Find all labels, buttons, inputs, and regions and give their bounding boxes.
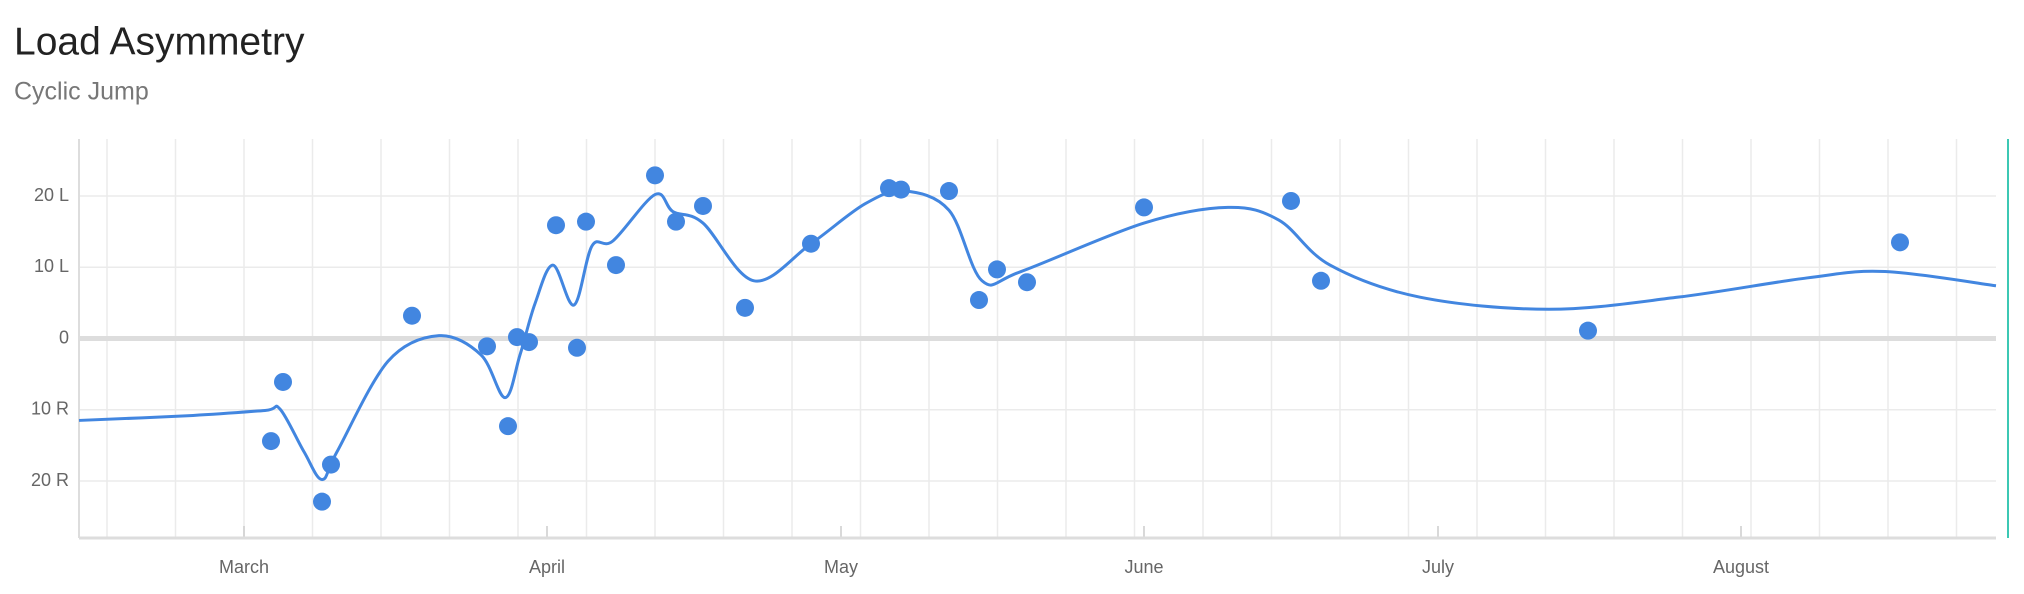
- data-point: [646, 166, 664, 185]
- data-point: [970, 291, 988, 310]
- x-tick-label: May: [824, 557, 858, 577]
- y-tick-label: 10 L: [34, 256, 69, 276]
- data-point: [499, 417, 517, 436]
- chart-subtitle: Cyclic Jump: [14, 78, 149, 106]
- data-point: [568, 338, 586, 357]
- data-point: [322, 455, 340, 474]
- data-point: [940, 182, 958, 201]
- data-point: [802, 234, 820, 253]
- x-tick-label: July: [1422, 557, 1454, 577]
- data-point: [1579, 321, 1597, 340]
- data-point: [1891, 233, 1909, 252]
- y-tick-label: 20 R: [31, 470, 69, 490]
- data-point: [736, 298, 754, 317]
- data-point: [274, 372, 292, 391]
- data-point: [667, 212, 685, 231]
- x-tick-label: April: [529, 557, 565, 577]
- data-point: [988, 260, 1006, 279]
- data-point: [1312, 271, 1330, 290]
- data-point: [478, 337, 496, 356]
- data-point: [313, 492, 331, 511]
- data-point: [694, 196, 712, 215]
- data-point: [892, 180, 910, 199]
- data-point: [1282, 191, 1300, 210]
- data-point: [262, 432, 280, 451]
- data-point: [607, 256, 625, 275]
- data-point: [547, 216, 565, 235]
- data-point: [520, 333, 538, 352]
- data-point: [1018, 273, 1036, 292]
- data-point: [577, 212, 595, 231]
- trend-line: [78, 189, 1997, 482]
- x-tick-label: March: [219, 557, 269, 577]
- y-tick-label: 20 L: [34, 185, 69, 205]
- data-point: [1135, 198, 1153, 217]
- x-tick-label: August: [1713, 557, 1769, 577]
- y-tick-label: 10 R: [31, 399, 69, 419]
- x-tick-label: June: [1124, 557, 1163, 577]
- data-point: [403, 306, 421, 325]
- chart-title: Load Asymmetry: [14, 20, 305, 63]
- y-tick-label: 0: [59, 327, 69, 347]
